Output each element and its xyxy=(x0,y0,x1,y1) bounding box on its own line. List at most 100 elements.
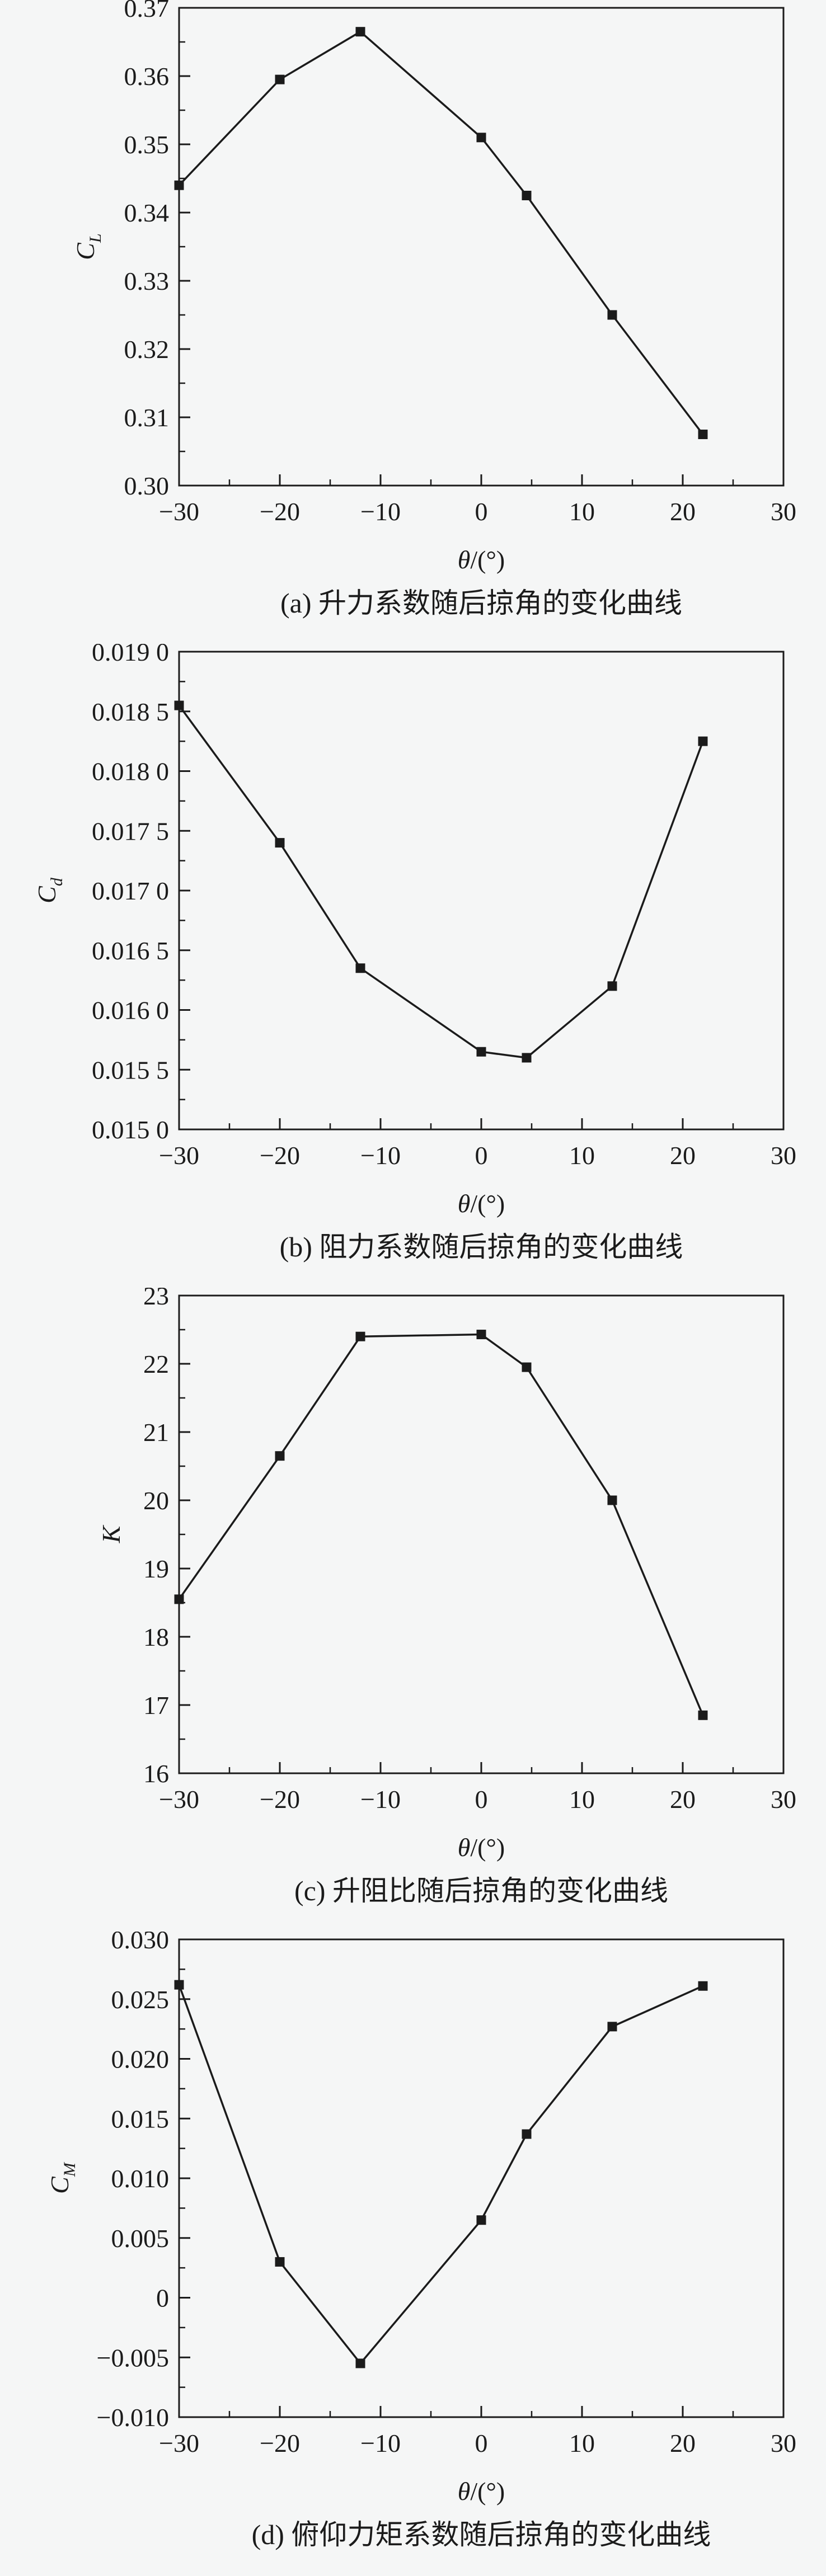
chart-b-plot: −30 −20 −10 0 10 20 30 0.015 0 0.015 5 0.016 0 0.0… xyxy=(32,644,796,1218)
y-tick-label: 0.018 5 xyxy=(92,698,169,726)
chart-a-plot: −30 −20 −10 0 10 20 30 0.30 0.31 0.32 0.33 0.34 0.35… xyxy=(71,0,796,574)
y-tick-label: 17 xyxy=(143,1691,169,1720)
data-point-marker xyxy=(275,1451,285,1461)
y-tick-label: 19 xyxy=(143,1555,169,1583)
x-axis-label: θ/(°) xyxy=(458,545,505,574)
y-tick-label: 0.030 xyxy=(111,1932,170,1954)
y-tick-label: 22 xyxy=(143,1350,169,1378)
data-point-marker xyxy=(607,2022,617,2032)
x-tick-label: 30 xyxy=(771,2429,796,2457)
x-tick-label: −30 xyxy=(159,1141,199,1170)
chart-c: −30 −20 −10 0 10 20 30 16 17 18 19 20 21 22 23 θ/(°) K (… xyxy=(0,1288,826,1932)
chart-a: −30 −20 −10 0 10 20 30 0.30 0.31 0.32 0.33 0.34 0.35… xyxy=(0,0,826,644)
data-point-marker xyxy=(607,981,617,991)
x-tick-label: 0 xyxy=(475,1141,488,1170)
x-tick-label: 0 xyxy=(475,1785,488,1814)
data-point-marker xyxy=(522,1053,532,1063)
x-tick-label: 20 xyxy=(670,2429,696,2457)
y-tick-label: 0.010 xyxy=(111,2164,170,2193)
y-tick-label: 0.30 xyxy=(124,472,170,500)
data-point-marker xyxy=(476,133,486,143)
y-tick-label: 0.31 xyxy=(124,403,170,432)
x-tick-label: 0 xyxy=(475,497,488,526)
x-tick-label: −20 xyxy=(260,1785,300,1814)
data-point-marker xyxy=(174,1980,184,1990)
data-point-marker xyxy=(698,736,708,746)
y-tick-label: 20 xyxy=(143,1486,169,1515)
y-tick-label: 0.019 0 xyxy=(92,644,169,666)
y-tick-label: 0 xyxy=(156,2284,169,2313)
y-tick-label: 21 xyxy=(143,1418,169,1447)
x-axis-label: θ/(°) xyxy=(458,1833,505,1862)
y-tick-label: 0.020 xyxy=(111,2045,170,2074)
data-point-marker xyxy=(355,1331,365,1341)
axis-frame xyxy=(178,1938,785,2418)
x-tick-label: −20 xyxy=(260,2429,300,2457)
y-tick-label: 0.015 xyxy=(111,2104,170,2133)
chart-b: −30 −20 −10 0 10 20 30 0.015 0 0.015 5 0.016 0 0.0… xyxy=(0,644,826,1288)
chart-c-plot: −30 −20 −10 0 10 20 30 16 17 18 19 20 21 22 23 θ/(°) K xyxy=(97,1288,796,1862)
data-point-marker xyxy=(522,2129,532,2139)
x-tick-label: −20 xyxy=(260,1141,300,1170)
axis-frame xyxy=(178,651,785,1131)
x-tick-label: −20 xyxy=(260,497,300,526)
chart-b-caption: (b) 阻力系数随后掠角的变化曲线 xyxy=(279,1231,683,1263)
y-tick-label: 0.018 0 xyxy=(92,757,169,786)
x-tick-label: 10 xyxy=(569,497,595,526)
x-tick-label: 30 xyxy=(771,1141,796,1170)
data-point-marker xyxy=(355,963,365,973)
data-point-marker xyxy=(355,27,365,37)
x-axis-label: θ/(°) xyxy=(458,1189,505,1218)
data-point-marker xyxy=(607,1495,617,1505)
y-tick-label: 0.005 xyxy=(111,2224,170,2253)
x-tick-label: 20 xyxy=(670,1141,696,1170)
data-point-marker xyxy=(174,180,184,190)
data-point-marker xyxy=(275,2257,285,2267)
data-point-marker xyxy=(698,1981,708,1991)
y-axis-label: CM xyxy=(45,2161,79,2194)
data-point-marker xyxy=(522,191,532,200)
y-tick-label: 0.017 5 xyxy=(92,817,169,845)
x-tick-label: −10 xyxy=(360,1141,401,1170)
chart-d-caption: (d) 俯仰力矩系数随后掠角的变化曲线 xyxy=(251,2519,711,2550)
x-tick-label: −30 xyxy=(159,497,199,526)
x-axis-label: θ/(°) xyxy=(458,2477,505,2506)
y-tick-label: 0.33 xyxy=(124,267,170,295)
x-tick-label: −10 xyxy=(360,2429,401,2457)
y-tick-label: 0.016 5 xyxy=(92,936,169,965)
x-tick-label: 30 xyxy=(771,1785,796,1814)
x-tick-label: −10 xyxy=(360,1785,401,1814)
data-point-marker xyxy=(698,1710,708,1720)
series-line xyxy=(178,30,704,435)
y-tick-label: 0.025 xyxy=(111,1985,170,2014)
x-tick-label: 30 xyxy=(771,497,796,526)
y-tick-label: 0.36 xyxy=(124,62,170,91)
y-tick-label: −0.010 xyxy=(97,2403,169,2432)
x-tick-label: 20 xyxy=(670,497,696,526)
data-point-marker xyxy=(522,1362,532,1372)
y-tick-label: 23 xyxy=(143,1288,169,1310)
y-axis-label: Cd xyxy=(32,877,66,903)
data-point-marker xyxy=(607,310,617,320)
x-tick-label: 20 xyxy=(670,1785,696,1814)
y-tick-label: 16 xyxy=(143,1759,169,1788)
data-point-marker xyxy=(174,700,184,710)
y-tick-label: −0.005 xyxy=(97,2343,169,2372)
x-tick-label: −30 xyxy=(159,2429,199,2457)
y-tick-label: 0.37 xyxy=(124,0,170,22)
data-point-marker xyxy=(476,1330,486,1340)
y-axis-label: K xyxy=(97,1524,125,1543)
y-tick-label: 0.016 0 xyxy=(92,996,169,1025)
y-tick-label: 0.34 xyxy=(124,199,170,227)
x-tick-label: 10 xyxy=(569,2429,595,2457)
chart-d-plot: −30 −20 −10 0 10 20 30 −0.010 −0.005 0 0.005 0.010 0… xyxy=(45,1932,796,2506)
x-tick-label: −30 xyxy=(159,1785,199,1814)
y-tick-label: 0.35 xyxy=(124,130,170,159)
data-point-marker xyxy=(275,838,285,848)
data-point-marker xyxy=(275,74,285,84)
axis-frame xyxy=(178,1294,785,1774)
y-tick-label: 0.017 0 xyxy=(92,877,169,905)
series-line xyxy=(178,705,704,1059)
y-tick-label: 0.015 0 xyxy=(92,1115,169,1144)
